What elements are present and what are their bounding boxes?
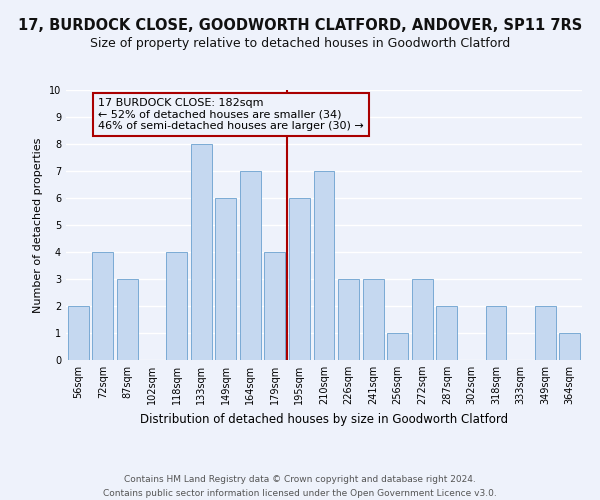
Text: Contains HM Land Registry data © Crown copyright and database right 2024.
Contai: Contains HM Land Registry data © Crown c… [103,476,497,498]
Bar [68,306,89,360]
Bar [535,306,556,360]
Bar [191,144,212,360]
Text: 17, BURDOCK CLOSE, GOODWORTH CLATFORD, ANDOVER, SP11 7RS: 17, BURDOCK CLOSE, GOODWORTH CLATFORD, A… [18,18,582,32]
Bar [436,306,457,360]
Bar [289,198,310,360]
Bar [215,198,236,360]
Bar [166,252,187,360]
Y-axis label: Number of detached properties: Number of detached properties [34,138,43,312]
Bar [92,252,113,360]
Bar [338,279,359,360]
Bar [412,279,433,360]
Bar [240,171,261,360]
Bar [485,306,506,360]
Bar [362,279,383,360]
Text: Size of property relative to detached houses in Goodworth Clatford: Size of property relative to detached ho… [90,38,510,51]
Bar [117,279,138,360]
Bar [559,333,580,360]
Bar [387,333,408,360]
X-axis label: Distribution of detached houses by size in Goodworth Clatford: Distribution of detached houses by size … [140,412,508,426]
Bar [314,171,334,360]
Bar [265,252,286,360]
Text: 17 BURDOCK CLOSE: 182sqm
← 52% of detached houses are smaller (34)
46% of semi-d: 17 BURDOCK CLOSE: 182sqm ← 52% of detach… [98,98,364,132]
